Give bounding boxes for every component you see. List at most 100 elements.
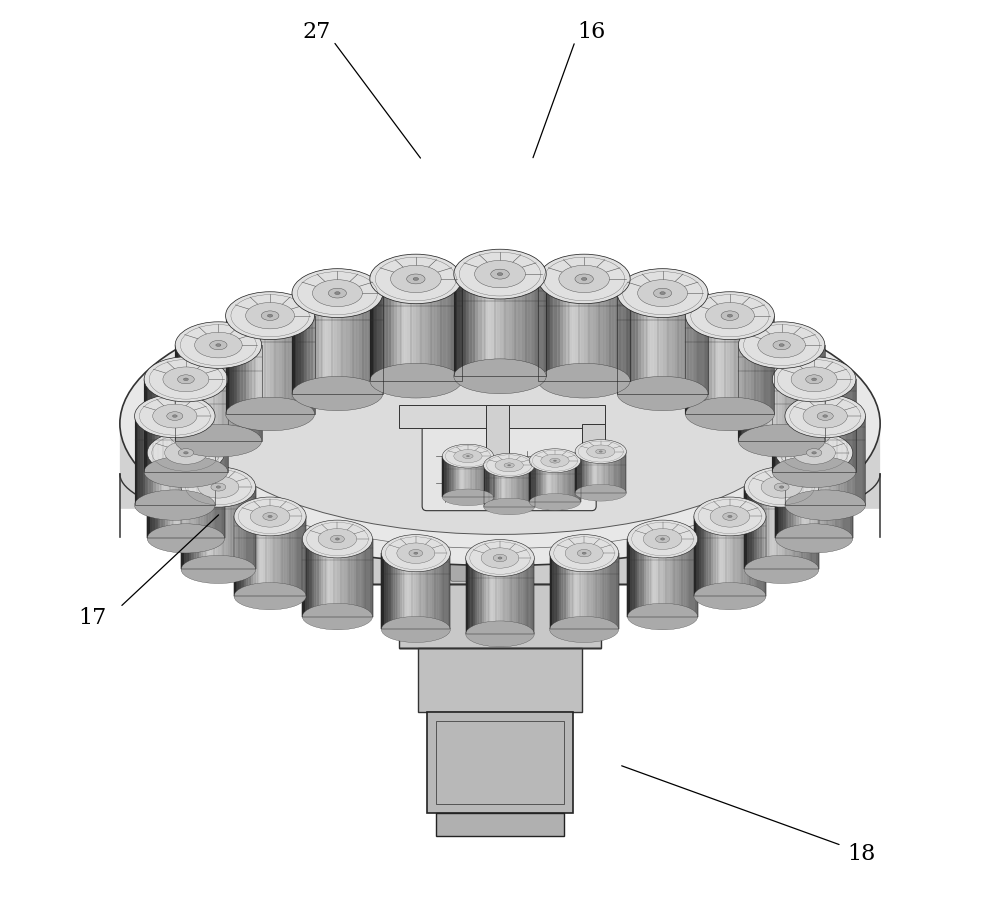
Polygon shape xyxy=(533,461,534,502)
Polygon shape xyxy=(684,539,686,616)
Polygon shape xyxy=(495,465,497,507)
Polygon shape xyxy=(604,452,606,493)
Polygon shape xyxy=(525,465,526,507)
Polygon shape xyxy=(620,293,623,394)
Ellipse shape xyxy=(741,414,787,425)
Ellipse shape xyxy=(226,292,315,340)
Polygon shape xyxy=(741,420,787,479)
FancyBboxPatch shape xyxy=(427,713,573,813)
Polygon shape xyxy=(771,316,774,414)
Polygon shape xyxy=(153,416,156,505)
Polygon shape xyxy=(256,345,259,441)
Polygon shape xyxy=(469,274,472,376)
Polygon shape xyxy=(397,553,400,629)
Polygon shape xyxy=(239,345,241,441)
Ellipse shape xyxy=(744,467,819,507)
Ellipse shape xyxy=(577,550,591,557)
Polygon shape xyxy=(533,465,535,507)
Ellipse shape xyxy=(559,266,609,292)
Polygon shape xyxy=(842,453,845,539)
Polygon shape xyxy=(550,553,552,629)
Polygon shape xyxy=(814,487,816,570)
Polygon shape xyxy=(799,345,802,441)
Polygon shape xyxy=(747,487,749,570)
Ellipse shape xyxy=(302,520,373,558)
Polygon shape xyxy=(194,416,196,505)
Polygon shape xyxy=(206,487,208,570)
Polygon shape xyxy=(525,274,528,376)
Polygon shape xyxy=(612,279,615,381)
Polygon shape xyxy=(825,379,828,472)
Polygon shape xyxy=(592,452,594,493)
Polygon shape xyxy=(253,487,256,570)
Polygon shape xyxy=(806,416,809,505)
Ellipse shape xyxy=(581,278,587,280)
Polygon shape xyxy=(513,465,514,507)
Ellipse shape xyxy=(397,543,435,563)
FancyBboxPatch shape xyxy=(486,406,509,465)
Polygon shape xyxy=(183,453,186,539)
Ellipse shape xyxy=(612,471,658,483)
Polygon shape xyxy=(186,379,189,472)
Polygon shape xyxy=(258,316,261,414)
Polygon shape xyxy=(169,416,172,505)
Ellipse shape xyxy=(466,621,534,647)
Polygon shape xyxy=(237,316,240,414)
Polygon shape xyxy=(186,487,189,570)
Polygon shape xyxy=(602,452,604,493)
Polygon shape xyxy=(509,465,511,507)
Polygon shape xyxy=(632,539,635,616)
Polygon shape xyxy=(282,316,285,414)
Polygon shape xyxy=(751,316,754,414)
Polygon shape xyxy=(386,553,388,629)
Polygon shape xyxy=(465,456,466,497)
Polygon shape xyxy=(246,487,248,570)
Polygon shape xyxy=(239,517,241,596)
Polygon shape xyxy=(830,453,832,539)
Ellipse shape xyxy=(172,415,177,418)
Polygon shape xyxy=(693,539,695,616)
Polygon shape xyxy=(767,487,769,570)
Polygon shape xyxy=(473,456,475,497)
Ellipse shape xyxy=(147,524,225,553)
Polygon shape xyxy=(461,456,463,497)
Polygon shape xyxy=(739,316,742,414)
Polygon shape xyxy=(335,539,337,616)
Ellipse shape xyxy=(493,554,507,562)
Polygon shape xyxy=(730,316,733,414)
Polygon shape xyxy=(304,293,307,394)
Polygon shape xyxy=(733,316,736,414)
Ellipse shape xyxy=(144,357,228,402)
Polygon shape xyxy=(184,345,187,441)
Polygon shape xyxy=(690,293,693,394)
Ellipse shape xyxy=(738,322,825,368)
Polygon shape xyxy=(799,453,801,539)
Polygon shape xyxy=(720,517,723,596)
Polygon shape xyxy=(188,416,191,505)
Polygon shape xyxy=(275,517,277,596)
Polygon shape xyxy=(368,293,371,394)
Polygon shape xyxy=(313,293,316,394)
Polygon shape xyxy=(466,274,469,376)
Polygon shape xyxy=(678,293,681,394)
Polygon shape xyxy=(667,539,670,616)
Polygon shape xyxy=(561,553,563,629)
Polygon shape xyxy=(211,487,213,570)
Polygon shape xyxy=(511,558,514,634)
Polygon shape xyxy=(570,461,572,502)
Ellipse shape xyxy=(442,489,494,506)
Polygon shape xyxy=(687,293,690,394)
Polygon shape xyxy=(666,293,669,394)
FancyBboxPatch shape xyxy=(372,520,628,584)
Polygon shape xyxy=(555,461,557,502)
Polygon shape xyxy=(489,465,490,507)
Polygon shape xyxy=(811,487,814,570)
Polygon shape xyxy=(164,379,166,472)
Polygon shape xyxy=(224,345,227,441)
Polygon shape xyxy=(670,539,672,616)
Polygon shape xyxy=(647,293,650,394)
Polygon shape xyxy=(326,539,328,616)
Polygon shape xyxy=(590,279,593,381)
Polygon shape xyxy=(304,517,306,596)
Polygon shape xyxy=(340,539,342,616)
